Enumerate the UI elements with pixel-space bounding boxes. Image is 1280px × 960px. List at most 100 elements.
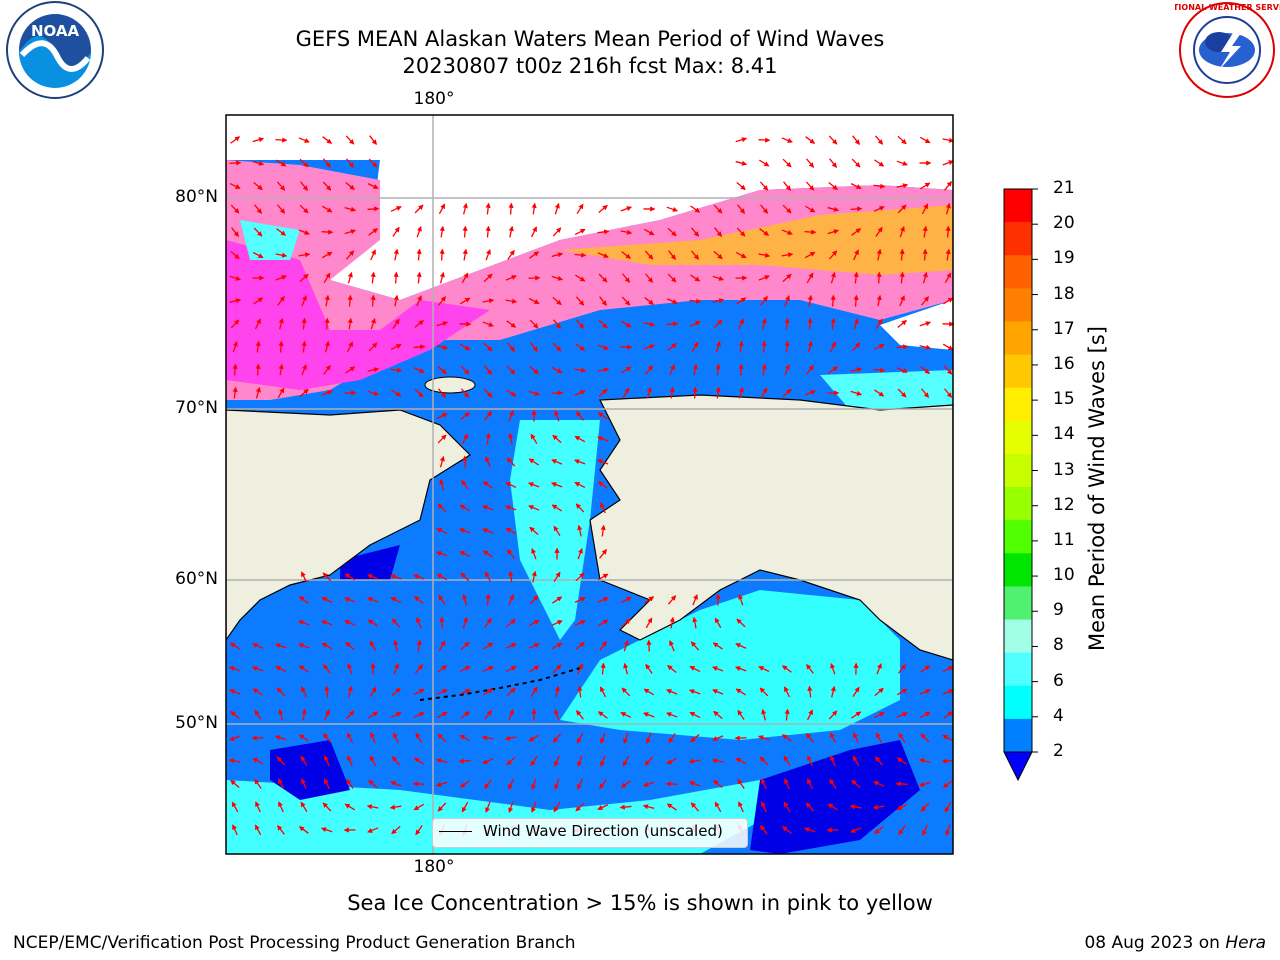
wind-wave-arrow — [942, 689, 954, 695]
wind-wave-arrow — [598, 273, 608, 283]
wind-wave-arrow — [298, 826, 309, 834]
wind-wave-arrow — [575, 296, 585, 306]
nws-logo-text: NATIONAL WEATHER SERVICE — [1175, 3, 1280, 12]
wind-wave-arrow — [738, 386, 744, 399]
wind-wave-arrow — [554, 778, 560, 790]
wind-wave-arrow — [275, 275, 287, 281]
wind-wave-arrow — [276, 204, 286, 214]
wind-wave-arrow — [712, 689, 724, 695]
wind-wave-arrow — [438, 203, 446, 215]
wind-wave-arrow — [850, 183, 862, 189]
wind-wave-arrow — [416, 639, 422, 652]
wind-wave-arrow — [482, 298, 495, 304]
lat-label-70n: 70°N — [175, 398, 218, 418]
wind-wave-arrow — [390, 574, 402, 580]
wind-wave-arrow — [508, 432, 514, 445]
wind-wave-arrow — [551, 252, 564, 258]
wind-wave-arrow — [737, 709, 745, 720]
wind-wave-arrow — [298, 252, 311, 258]
wind-wave-arrow — [252, 688, 264, 696]
wind-wave-arrow — [920, 665, 931, 673]
wind-wave-arrow — [276, 228, 287, 236]
wind-wave-arrow — [760, 387, 768, 399]
wind-wave-arrow — [761, 708, 767, 721]
wind-wave-arrow — [942, 343, 954, 351]
wind-wave-arrow — [321, 642, 333, 650]
wind-wave-arrow — [853, 294, 859, 307]
wind-wave-arrow — [643, 688, 655, 696]
chart-title: GEFS MEAN Alaskan Waters Mean Period of … — [295, 27, 885, 51]
wind-wave-arrow — [323, 364, 331, 375]
wind-wave-arrow — [369, 135, 377, 145]
wind-wave-arrow — [437, 733, 447, 743]
wind-wave-arrow — [620, 780, 631, 788]
wind-wave-arrow — [299, 273, 309, 283]
wind-wave-arrow — [784, 295, 790, 307]
wind-wave-arrow — [436, 573, 448, 581]
aleutian-islands — [419, 667, 581, 701]
wind-wave-arrow — [851, 779, 861, 789]
wind-wave-arrow — [577, 685, 583, 698]
wind-wave-arrow — [736, 618, 746, 628]
wind-wave-arrow — [528, 297, 540, 305]
colorbar-segment — [1004, 652, 1032, 687]
wind-wave-arrow — [346, 158, 354, 168]
wind-wave-arrow — [876, 663, 882, 675]
wind-wave-arrow — [323, 663, 331, 674]
wind-wave-arrow — [459, 343, 471, 351]
wind-wave-arrow — [874, 135, 884, 145]
wind-wave-arrow — [553, 525, 561, 537]
wind-wave-arrow — [850, 390, 863, 396]
wind-wave-arrow — [485, 249, 491, 261]
wind-wave-arrow — [461, 272, 469, 284]
wind-wave-arrow — [620, 229, 633, 235]
wind-wave-arrow — [806, 733, 814, 743]
wind-wave-arrow — [506, 619, 516, 627]
wind-wave-arrow — [714, 617, 722, 629]
wind-wave-arrow — [390, 712, 402, 718]
colorbar-tick-label: 21 — [1053, 178, 1075, 198]
wind-wave-arrow — [437, 434, 447, 444]
wind-wave-arrow — [761, 363, 767, 376]
wind-wave-arrow — [460, 711, 471, 719]
wind-wave-arrow — [736, 297, 747, 305]
wind-wave-arrow — [275, 643, 287, 649]
wind-wave-arrow — [508, 225, 514, 238]
wind-wave-arrow — [252, 160, 265, 166]
wind-wave-arrow — [599, 640, 607, 651]
wind-wave-arrow — [370, 317, 376, 330]
wind-wave-arrow — [369, 686, 377, 697]
wind-wave-arrow — [554, 685, 560, 698]
wind-wave-arrow — [577, 524, 583, 537]
wind-wave-arrow — [438, 594, 446, 605]
colorbar-segment — [1004, 222, 1032, 256]
wind-wave-arrow — [737, 204, 745, 214]
wind-wave-arrow — [505, 527, 517, 535]
wind-wave-arrow — [505, 505, 517, 511]
wind-wave-arrow — [345, 250, 355, 260]
colorbar-tick-label: 16 — [1053, 353, 1075, 374]
wind-wave-arrow — [599, 686, 607, 698]
wind-wave-arrow — [669, 640, 675, 652]
wind-wave-arrow — [873, 367, 886, 373]
wind-wave-arrow — [393, 294, 399, 307]
wind-wave-arrow — [483, 273, 493, 283]
wind-wave-arrow — [783, 181, 791, 191]
wind-wave-arrow — [553, 571, 561, 583]
wind-wave-arrow — [667, 273, 677, 283]
wind-wave-arrow — [276, 756, 286, 766]
wind-wave-arrow — [623, 639, 629, 652]
wind-wave-arrow — [531, 801, 537, 813]
wind-wave-arrow — [505, 666, 517, 672]
wind-wave-arrow — [897, 204, 907, 214]
wind-wave-arrow — [575, 572, 585, 582]
wind-wave-arrow — [551, 366, 563, 374]
wind-wave-arrow — [715, 363, 721, 376]
gulf-alaska-cyan — [560, 590, 900, 740]
wind-wave-arrow — [438, 388, 447, 398]
wind-wave-arrow — [414, 320, 424, 328]
wind-wave-arrow — [231, 801, 239, 813]
wind-wave-arrow — [807, 755, 813, 767]
wind-wave-arrow — [784, 778, 790, 790]
wind-wave-arrow — [830, 317, 836, 330]
